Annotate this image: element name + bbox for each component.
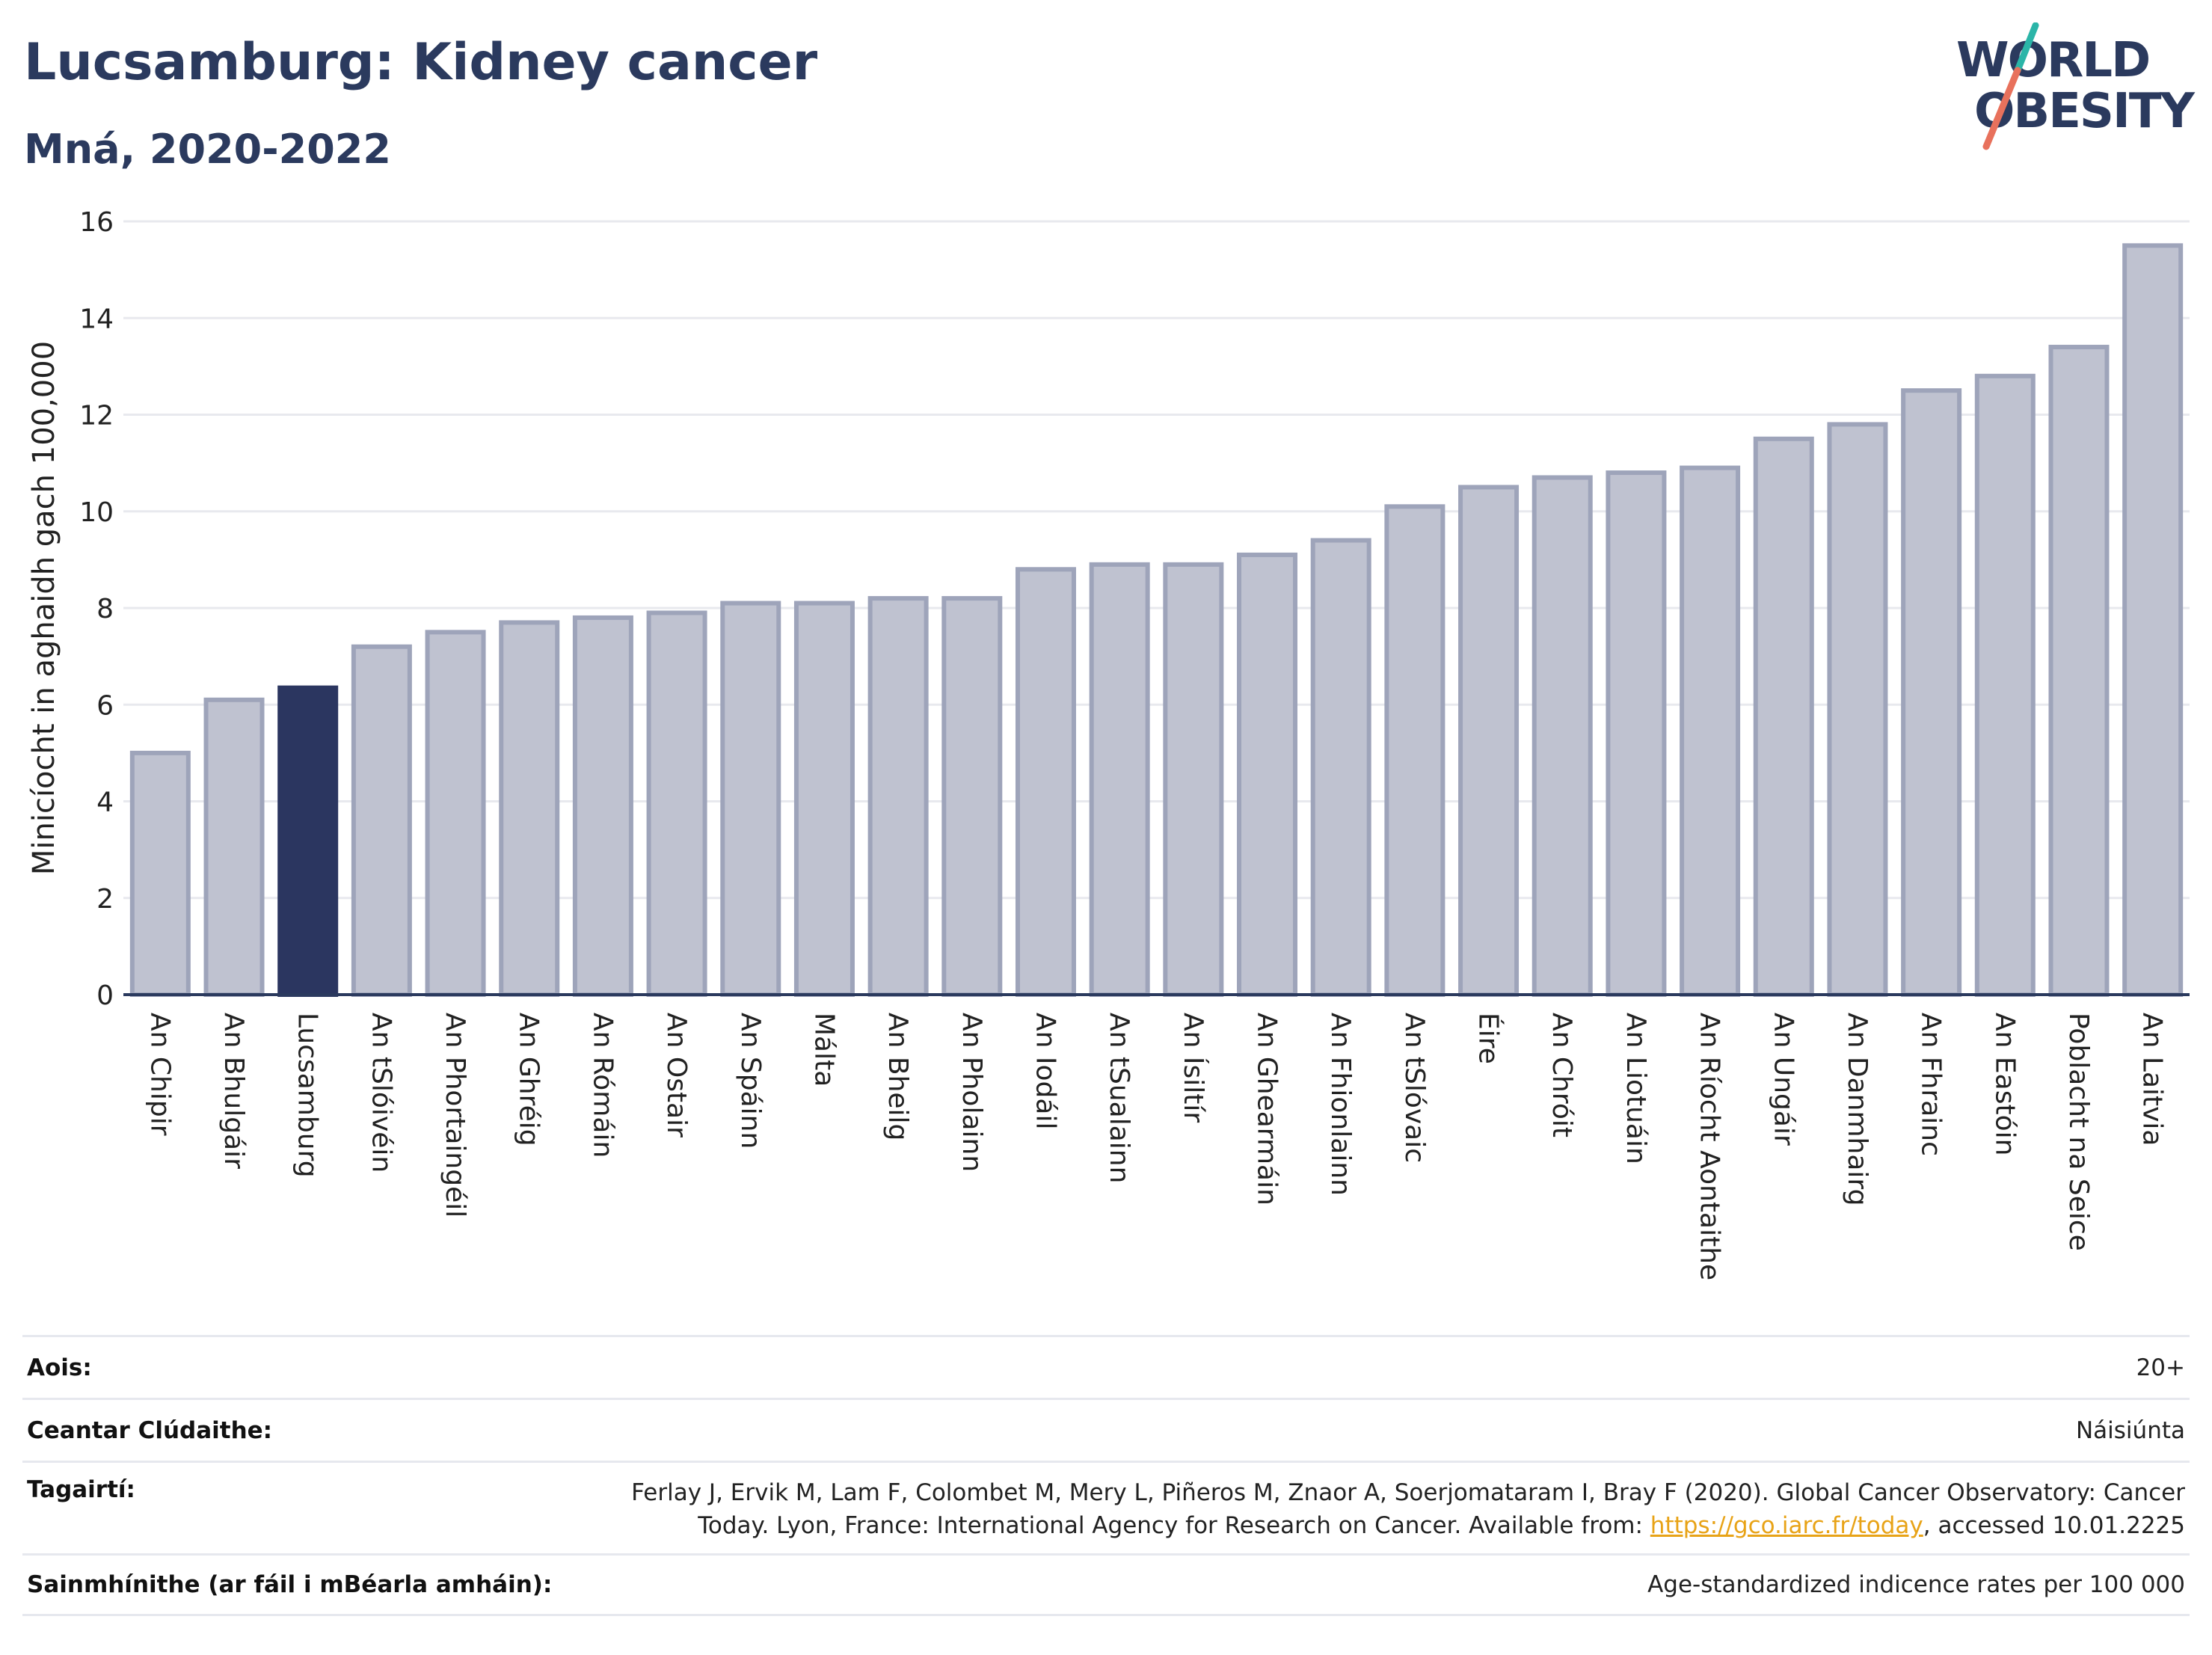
bar-14	[1163, 562, 1224, 997]
logo-slash-teal	[2014, 22, 2039, 74]
x-tick-label-13: An tSualainn	[1104, 1013, 1134, 1183]
x-tick-label-0: An Chipir	[144, 1013, 175, 1136]
bar-26	[2048, 345, 2110, 997]
age-label: Aois:	[27, 1354, 92, 1381]
info-row-references: Tagairtí: Ferlay J, Ervik M, Lam F, Colo…	[22, 1461, 2190, 1553]
bar-2	[277, 685, 339, 997]
x-tick-label-3: An tSlóivéin	[366, 1013, 396, 1173]
bar-4	[425, 630, 486, 997]
bar-8	[720, 601, 781, 997]
info-row-age: Aois: 20+	[22, 1335, 2190, 1398]
x-tick-label-18: Éire	[1473, 1013, 1505, 1064]
x-tick-label-19: An Chróit	[1546, 1013, 1577, 1137]
x-tick-label-7: An Ostair	[661, 1013, 692, 1137]
bar-21	[1680, 465, 1741, 997]
x-tick-label-20: An Liotuáin	[1620, 1013, 1651, 1164]
bar-chart: 0 2 4 6 8 10 12 14 16 Minicíocht in aghaidh gach …	[27, 207, 2190, 1280]
x-tick-label-22: An Ungáir	[1768, 1013, 1798, 1146]
y-tick-label-3: 6	[96, 690, 114, 721]
references-link[interactable]: https://gco.iarc.fr/today	[1650, 1512, 1923, 1539]
area-label: Ceantar Clúdaithe:	[27, 1416, 273, 1444]
bar-20	[1606, 470, 1667, 997]
x-tick-label-21: An Ríocht Aontaithe	[1695, 1013, 1725, 1280]
bar-19	[1531, 475, 1593, 997]
definitions-value: Age-standardized indicence rates per 100…	[1647, 1571, 2185, 1598]
references-line2-post: , accessed 10.01.2225	[1923, 1512, 2185, 1539]
logo-slash-coral	[1982, 67, 2021, 150]
bar-16	[1310, 538, 1371, 997]
bar-22	[1753, 436, 1814, 997]
bar-13	[1089, 562, 1150, 997]
logo-line1: WORLD	[1956, 33, 2149, 88]
bar-15	[1237, 552, 1298, 998]
y-tick-label-6: 12	[79, 401, 114, 432]
age-value: 20+	[2136, 1354, 2185, 1381]
references-line2-pre: Today. Lyon, France: International Agenc…	[698, 1512, 1650, 1539]
definitions-label: Sainmhínithe (ar fáil i mBéarla amháin):	[27, 1571, 553, 1598]
x-tick-label-1: An Bhulgáir	[218, 1013, 249, 1169]
area-value: Náisiúnta	[2075, 1416, 2185, 1444]
y-tick-label-7: 14	[79, 304, 114, 334]
bar-10	[867, 596, 929, 997]
bar-25	[1974, 373, 2036, 997]
y-tick-label-1: 2	[96, 884, 114, 915]
world-obesity-logo: WORLD OBESITY	[1956, 22, 2196, 150]
bar-5	[499, 620, 560, 997]
bar-12	[1015, 567, 1076, 997]
y-tick-label-4: 8	[96, 594, 114, 624]
references-line1: Ferlay J, Ervik M, Lam F, Colombet M, Me…	[631, 1479, 2185, 1506]
x-tick-label-12: An Iodáil	[1030, 1013, 1060, 1129]
references-value: Ferlay J, Ervik M, Lam F, Colombet M, Me…	[631, 1476, 2185, 1542]
bar-11	[941, 596, 1003, 997]
chart-title: Lucsamburg: Kidney cancer	[24, 33, 818, 92]
x-tick-label-11: An Pholainn	[956, 1013, 987, 1172]
references-label: Tagairtí:	[27, 1476, 135, 1503]
x-tick-label-4: An Phortaingéil	[440, 1013, 470, 1218]
bar-1	[203, 697, 265, 997]
references-line2: Today. Lyon, France: International Agenc…	[631, 1509, 2185, 1542]
y-tick-label-5: 10	[79, 497, 114, 528]
bar-18	[1458, 485, 1520, 997]
bar-7	[646, 610, 707, 998]
x-tick-label-24: An Fhrainc	[1916, 1013, 1947, 1156]
bar-6	[572, 615, 633, 997]
bar-9	[793, 601, 855, 997]
bar-27	[2122, 243, 2184, 997]
x-tick-label-26: Poblacht na Seice	[2063, 1013, 2094, 1251]
x-tick-label-25: An Eastóin	[1989, 1013, 2020, 1155]
info-row-area: Ceantar Clúdaithe: Náisiúnta	[22, 1398, 2190, 1461]
y-tick-label-2: 4	[96, 787, 114, 818]
chart-subtitle: Mná, 2020-2022	[24, 126, 391, 173]
x-tick-label-14: An Ísiltír	[1178, 1013, 1209, 1123]
x-tick-label-9: Málta	[808, 1013, 839, 1087]
x-tick-label-27: An Laitvia	[2137, 1013, 2168, 1146]
bar-23	[1827, 422, 1888, 997]
x-tick-label-8: An Spáinn	[735, 1013, 766, 1149]
y-tick-label-0: 0	[96, 980, 114, 1011]
x-tick-label-2: Lucsamburg	[292, 1013, 323, 1178]
x-tick-label-6: An Rómáin	[587, 1013, 618, 1158]
info-row-definitions: Sainmhínithe (ar fáil i mBéarla amháin):…	[22, 1553, 2190, 1616]
x-tick-label-15: An Ghearmáin	[1252, 1013, 1282, 1206]
y-tick-label-8: 16	[79, 207, 114, 238]
bar-3	[351, 644, 412, 997]
x-tick-label-10: An Bheilg	[882, 1013, 913, 1140]
bar-24	[1901, 388, 1962, 997]
x-tick-label-17: An tSlóvaic	[1399, 1013, 1430, 1163]
y-axis-label: Minicíocht in aghaidh gach 100,000	[27, 341, 61, 875]
x-tick-label-23: An Danmhairg	[1842, 1013, 1872, 1206]
bar-17	[1384, 504, 1446, 998]
info-table: Aois: 20+ Ceantar Clúdaithe: Náisiúnta T…	[22, 1335, 2190, 1616]
x-tick-label-5: An Ghréig	[514, 1013, 544, 1146]
bar-0	[129, 750, 191, 997]
x-tick-label-16: An Fhionlainn	[1325, 1013, 1356, 1196]
